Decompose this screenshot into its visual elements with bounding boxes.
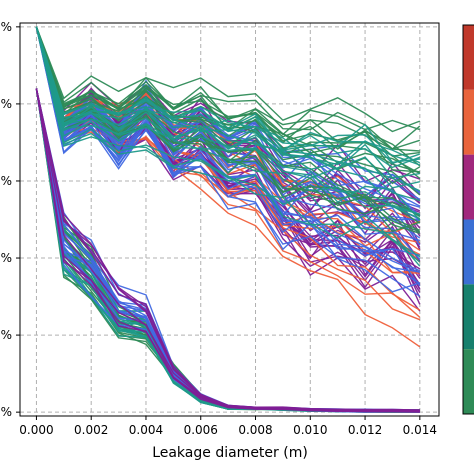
x-tick-label: 0.008 [238,423,272,437]
series-line [35,26,421,216]
series-line [35,26,421,297]
colorbar-segment [463,284,474,350]
x-tick-label: 0.000 [19,423,53,437]
series-line [35,26,421,220]
series-line [35,26,421,293]
plot-frame [19,22,440,417]
series-line [35,26,421,258]
series-line [35,26,420,164]
y-tick-label: % [1,405,12,419]
y-tick-label: % [1,97,12,111]
series-line [35,26,420,179]
series-line [35,26,421,165]
colorbar [462,24,474,415]
series-line [35,88,420,412]
series-line [35,26,420,215]
series-line [35,26,421,169]
series-line [35,26,421,150]
series-line [35,26,420,189]
series-line [35,26,421,133]
colorbar-segment [463,89,474,155]
series-line [35,26,421,312]
series-bundle [35,88,420,413]
y-ticks: %%%%%% [1,20,20,419]
colorbar-segment [463,25,474,90]
y-tick-label: % [1,251,12,265]
x-tick-label: 0.002 [74,423,108,437]
y-tick-label: % [1,328,12,342]
colorbar-frame [462,24,474,415]
colorbar-segment [463,154,474,220]
colorbar-segment [463,349,474,414]
x-ticks: 0.000 0.002 0.004 0.006 0.008 0.010 0.012 0.014 [19,416,437,437]
x-axis-label: Leakage diameter (m) [152,445,308,461]
series-bundle [35,26,421,267]
x-tick-label: 0.010 [293,423,327,437]
x-tick-label: 0.006 [184,423,218,437]
series-line [35,26,421,263]
colorbar-segment [463,219,474,285]
y-tick-label: % [1,20,12,34]
x-tick-label: 0.012 [348,423,382,437]
x-tick-label: 0.014 [403,423,437,437]
series-line [35,26,421,180]
y-tick-label: % [1,174,12,188]
x-tick-label: 0.004 [129,423,163,437]
series-group [35,26,421,413]
series-line [35,26,421,318]
